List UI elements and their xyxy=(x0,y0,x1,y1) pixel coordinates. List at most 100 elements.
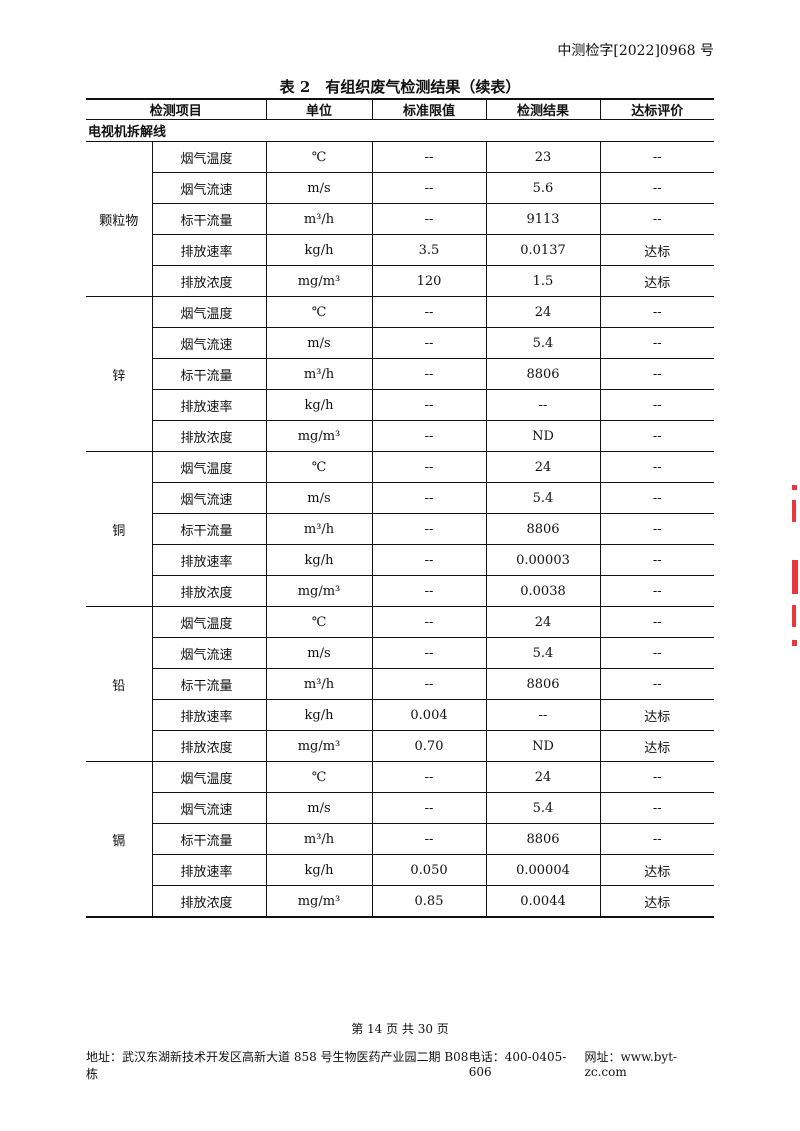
pollutant-name: 颗粒物 xyxy=(86,141,152,297)
cell-unit: m³/h xyxy=(265,203,372,235)
table-row: 排放速率 kg/h -- 0.00003 -- xyxy=(86,544,714,576)
cell-limit: -- xyxy=(371,637,486,669)
cell-limit: -- xyxy=(371,823,486,855)
cell-limit: -- xyxy=(371,420,486,452)
cell-limit: -- xyxy=(371,389,486,421)
cell-limit: -- xyxy=(371,668,486,700)
section-label: 电视机拆解线 xyxy=(86,119,714,142)
cell-item: 烟气流速 xyxy=(151,327,266,359)
cell-item: 烟气流速 xyxy=(151,482,266,514)
table-row: 排放速率 kg/h 3.5 0.0137 达标 xyxy=(86,234,714,266)
table-row: 排放浓度 mg/m³ 120 1.5 达标 xyxy=(86,265,714,297)
cell-result: -- xyxy=(485,389,600,421)
cell-result: 5.4 xyxy=(485,482,600,514)
cell-limit: -- xyxy=(371,327,486,359)
table-row: 锌烟气温度 ℃ -- 24 -- xyxy=(86,296,714,452)
header-item: 检测项目 xyxy=(86,98,266,120)
header-result: 检测结果 xyxy=(485,98,600,120)
cell-result: 9113 xyxy=(485,203,600,235)
table-row: 镉烟气温度 ℃ -- 24 -- xyxy=(86,761,714,918)
cell-limit: 120 xyxy=(371,265,486,297)
website: 网址：www.byt-zc.com xyxy=(584,1050,678,1079)
pollutant-name: 锌 xyxy=(86,296,152,452)
cell-result: 0.0038 xyxy=(485,575,600,607)
cell-result: 0.00003 xyxy=(485,544,600,576)
cell-limit: -- xyxy=(371,513,486,545)
cell-unit: m/s xyxy=(265,792,372,824)
table-row: 铜烟气温度 ℃ -- 24 -- xyxy=(86,451,714,607)
cell-item: 排放速率 xyxy=(151,699,266,731)
table-row: 排放速率 kg/h 0.004 -- 达标 xyxy=(86,699,714,731)
cell-limit: -- xyxy=(371,761,486,793)
cell-evaluation: -- xyxy=(599,389,714,421)
cell-evaluation: -- xyxy=(599,606,714,638)
cell-limit: -- xyxy=(371,451,486,483)
table-row: 烟气流速 m/s -- 5.4 -- xyxy=(86,792,714,824)
table-row: 铅烟气温度 ℃ -- 24 -- xyxy=(86,606,714,762)
cell-limit: -- xyxy=(371,296,486,328)
cell-result: 1.5 xyxy=(485,265,600,297)
cell-evaluation: -- xyxy=(599,141,714,173)
cell-limit: 3.5 xyxy=(371,234,486,266)
table-row: 烟气流速 m/s -- 5.4 -- xyxy=(86,482,714,514)
cell-evaluation: -- xyxy=(599,575,714,607)
cell-evaluation: -- xyxy=(599,668,714,700)
cell-result: ND xyxy=(485,420,600,452)
cell-evaluation: 达标 xyxy=(599,265,714,297)
cell-unit: kg/h xyxy=(265,234,372,266)
cell-evaluation: 达标 xyxy=(599,699,714,731)
cell-limit: -- xyxy=(371,141,486,173)
cell-evaluation: 达标 xyxy=(599,885,714,918)
cell-unit: mg/m³ xyxy=(265,885,372,918)
cell-limit: -- xyxy=(371,544,486,576)
cell-unit: m/s xyxy=(265,327,372,359)
cell-evaluation: -- xyxy=(599,482,714,514)
cell-limit: -- xyxy=(371,358,486,390)
cell-unit: m/s xyxy=(265,172,372,204)
page-number: 第 14 页 共 30 页 xyxy=(351,1022,449,1036)
cell-limit: -- xyxy=(371,172,486,204)
cell-evaluation: -- xyxy=(599,172,714,204)
table-row: 烟气流速 m/s -- 5.6 -- xyxy=(86,172,714,204)
table-row: 标干流量 m³/h -- 8806 -- xyxy=(86,823,714,855)
cell-unit: ℃ xyxy=(265,296,372,328)
cell-evaluation: -- xyxy=(599,327,714,359)
cell-result: 0.0137 xyxy=(485,234,600,266)
cell-result: 8806 xyxy=(485,668,600,700)
cell-item: 排放浓度 xyxy=(151,730,266,762)
cell-evaluation: -- xyxy=(599,544,714,576)
cell-result: 5.4 xyxy=(485,637,600,669)
cell-result: 8806 xyxy=(485,823,600,855)
cell-result: 24 xyxy=(485,451,600,483)
cell-evaluation: -- xyxy=(599,792,714,824)
cell-limit: 0.85 xyxy=(371,885,486,918)
cell-result: 8806 xyxy=(485,513,600,545)
cell-item: 烟气流速 xyxy=(151,637,266,669)
cell-item: 标干流量 xyxy=(151,358,266,390)
cell-item: 排放浓度 xyxy=(151,420,266,452)
table-row: 标干流量 m³/h -- 8806 -- xyxy=(86,358,714,390)
footer-contact: 地址：武汉东湖新技术开发区高新大道 858 号生物医药产业园二期 B08 栋 电… xyxy=(86,1048,714,1082)
cell-unit: mg/m³ xyxy=(265,575,372,607)
cell-item: 烟气温度 xyxy=(151,761,266,793)
cell-item: 排放浓度 xyxy=(151,885,266,918)
cell-evaluation: 达标 xyxy=(599,234,714,266)
cell-item: 烟气温度 xyxy=(151,296,266,328)
cell-unit: kg/h xyxy=(265,544,372,576)
table-header-row: 检测项目 单位 标准限值 检测结果 达标评价 xyxy=(86,98,714,120)
table-row: 烟气流速 m/s -- 5.4 -- xyxy=(86,637,714,669)
cell-limit: -- xyxy=(371,792,486,824)
cell-evaluation: -- xyxy=(599,637,714,669)
cell-evaluation: 达标 xyxy=(599,730,714,762)
table-row: 排放速率 kg/h 0.050 0.00004 达标 xyxy=(86,854,714,886)
cell-item: 烟气流速 xyxy=(151,172,266,204)
cell-item: 标干流量 xyxy=(151,823,266,855)
cell-item: 排放速率 xyxy=(151,234,266,266)
cell-item: 排放速率 xyxy=(151,854,266,886)
address: 地址：武汉东湖新技术开发区高新大道 858 号生物医药产业园二期 B08 栋 xyxy=(86,1050,469,1081)
cell-limit: -- xyxy=(371,203,486,235)
table-row: 排放浓度 mg/m³ 0.85 0.0044 达标 xyxy=(86,885,714,918)
cell-limit: -- xyxy=(371,606,486,638)
cell-evaluation: 达标 xyxy=(599,854,714,886)
section-row: 电视机拆解线 xyxy=(86,119,714,142)
